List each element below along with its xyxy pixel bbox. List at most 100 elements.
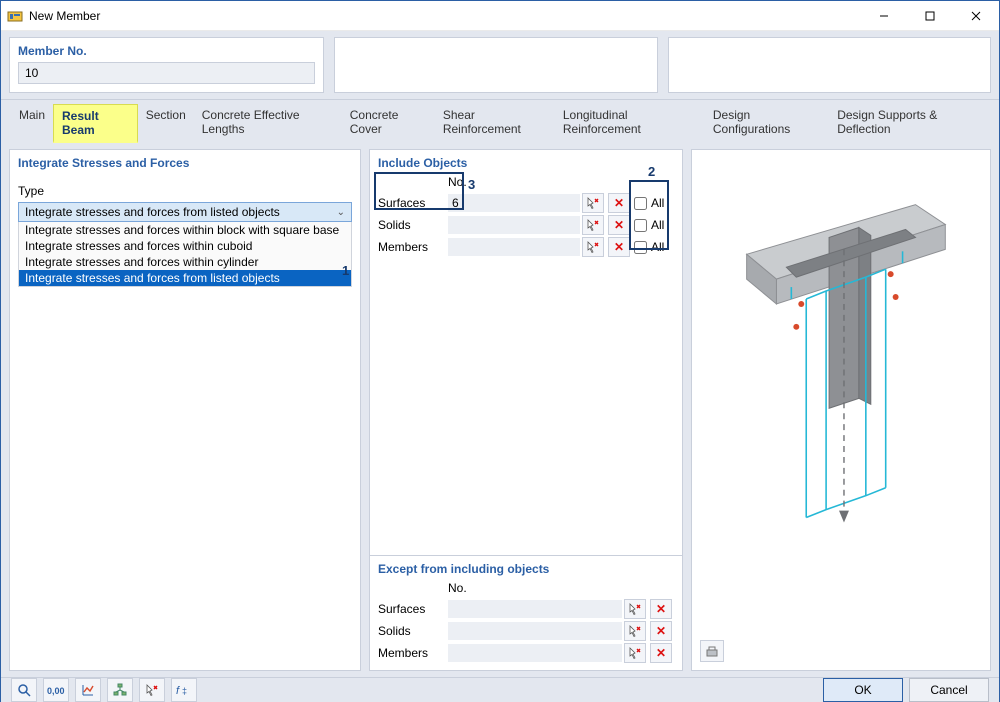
except-row-solids: Solids ✕ (378, 620, 674, 642)
window-title: New Member (29, 9, 100, 23)
pick-except-surfaces-button[interactable] (624, 599, 646, 619)
tab-section[interactable]: Section (138, 104, 194, 143)
footer-units-button[interactable]: 0,00 (43, 678, 69, 702)
all-solids-checkbox[interactable] (634, 219, 647, 232)
except-solids-input[interactable] (448, 622, 622, 640)
all-members-checkbox[interactable] (634, 241, 647, 254)
member-no-label: Member No. (18, 44, 315, 58)
include-label-solids: Solids (378, 218, 446, 232)
tab-longitudinal-reinforcement[interactable]: Longitudinal Reinforcement (555, 104, 705, 143)
tab-concrete-cover[interactable]: Concrete Cover (342, 104, 435, 143)
chevron-down-icon: ⌄ (337, 207, 345, 218)
clear-except-solids-button[interactable]: ✕ (650, 621, 672, 641)
middle-panel: Include Objects No. Surfaces (369, 149, 683, 671)
all-surfaces-label: All (651, 196, 664, 210)
clear-surfaces-button[interactable]: ✕ (608, 193, 630, 213)
header-panel-2 (334, 37, 658, 93)
svg-text:f: f (176, 685, 180, 697)
all-surfaces[interactable]: All (634, 196, 674, 210)
tab-design-configurations[interactable]: Design Configurations (705, 104, 829, 143)
svg-text:0,00: 0,00 (47, 686, 65, 696)
cancel-button[interactable]: Cancel (909, 678, 989, 702)
except-row-surfaces: Surfaces ✕ (378, 598, 674, 620)
except-label-solids: Solids (378, 624, 446, 638)
tab-bar: Main Result Beam Section Concrete Effect… (1, 100, 999, 143)
type-option-cuboid[interactable]: Integrate stresses and forces within cub… (19, 238, 351, 254)
except-label-members: Members (378, 646, 446, 660)
pick-solids-button[interactable] (582, 215, 604, 235)
header-panels: Member No. (1, 31, 999, 100)
type-label: Type (10, 182, 360, 200)
include-row-surfaces: Surfaces ✕ All (378, 192, 674, 214)
except-heading: Except from including objects (370, 556, 682, 578)
except-table: No. Surfaces ✕ Solids (370, 578, 682, 664)
type-option-cylinder[interactable]: Integrate stresses and forces within cyl… (19, 254, 351, 270)
left-panel: Integrate Stresses and Forces Type Integ… (9, 149, 361, 671)
close-button[interactable] (953, 1, 999, 31)
tab-main[interactable]: Main (11, 104, 53, 143)
footer-clear-button[interactable] (139, 678, 165, 702)
include-surfaces-input[interactable] (448, 194, 580, 212)
pick-except-solids-button[interactable] (624, 621, 646, 641)
include-solids-input[interactable] (448, 216, 580, 234)
tab-shear-reinforcement[interactable]: Shear Reinforcement (435, 104, 555, 143)
member-no-panel: Member No. (9, 37, 324, 93)
integrate-heading: Integrate Stresses and Forces (10, 150, 360, 172)
footer: 0,00 f‡ OK Cancel (1, 677, 999, 702)
include-members-input[interactable] (448, 238, 580, 256)
include-table: No. Surfaces ✕ All (370, 172, 682, 258)
minimize-button[interactable] (861, 1, 907, 31)
except-col-no: No. (446, 581, 586, 595)
footer-tree-button[interactable] (107, 678, 133, 702)
all-members[interactable]: All (634, 240, 674, 254)
preview-panel (691, 149, 991, 671)
include-label-surfaces: Surfaces (378, 196, 446, 210)
tab-design-supports-deflection[interactable]: Design Supports & Deflection (829, 104, 989, 143)
preview-toolbar (700, 640, 724, 662)
annotation-1: 1 (342, 263, 349, 278)
ok-button[interactable]: OK (823, 678, 903, 702)
except-row-members: Members ✕ (378, 642, 674, 664)
except-members-input[interactable] (448, 644, 622, 662)
member-no-input[interactable] (18, 62, 315, 84)
type-dropdown-value: Integrate stresses and forces from liste… (25, 205, 280, 219)
dialog-window: New Member Member No. Main Result Beam S… (0, 0, 1000, 702)
type-option-block[interactable]: Integrate stresses and forces within blo… (19, 222, 351, 238)
clear-except-members-button[interactable]: ✕ (650, 643, 672, 663)
pick-members-button[interactable] (582, 237, 604, 257)
annotation-3: 3 (468, 177, 475, 192)
include-heading: Include Objects (370, 150, 682, 172)
footer-chart-button[interactable] (75, 678, 101, 702)
maximize-button[interactable] (907, 1, 953, 31)
preview-settings-button[interactable] (700, 640, 724, 662)
clear-members-button[interactable]: ✕ (608, 237, 630, 257)
app-icon (7, 8, 23, 24)
pick-surfaces-button[interactable] (582, 193, 604, 213)
preview-3d[interactable] (692, 150, 990, 667)
tab-result-beam[interactable]: Result Beam (53, 104, 138, 143)
clear-except-surfaces-button[interactable]: ✕ (650, 599, 672, 619)
annotation-2: 2 (648, 164, 655, 179)
pick-except-members-button[interactable] (624, 643, 646, 663)
except-label-surfaces: Surfaces (378, 602, 446, 616)
include-row-solids: Solids ✕ All (378, 214, 674, 236)
include-label-members: Members (378, 240, 446, 254)
titlebar: New Member (1, 1, 999, 31)
header-panel-3 (668, 37, 992, 93)
all-solids[interactable]: All (634, 218, 674, 232)
all-surfaces-checkbox[interactable] (634, 197, 647, 210)
include-row-members: Members ✕ All (378, 236, 674, 258)
tab-concrete-effective-lengths[interactable]: Concrete Effective Lengths (194, 104, 342, 143)
type-dropdown[interactable]: Integrate stresses and forces from liste… (18, 202, 352, 222)
except-surfaces-input[interactable] (448, 600, 622, 618)
svg-text:‡: ‡ (182, 686, 187, 696)
all-members-label: All (651, 240, 664, 254)
footer-help-button[interactable] (11, 678, 37, 702)
footer-script-button[interactable]: f‡ (171, 678, 197, 702)
clear-solids-button[interactable]: ✕ (608, 215, 630, 235)
all-solids-label: All (651, 218, 664, 232)
include-col-no: No. (446, 175, 586, 189)
content-area: Integrate Stresses and Forces Type Integ… (1, 143, 999, 677)
type-dropdown-list: Integrate stresses and forces within blo… (18, 222, 352, 287)
type-option-listed[interactable]: Integrate stresses and forces from liste… (19, 270, 351, 286)
